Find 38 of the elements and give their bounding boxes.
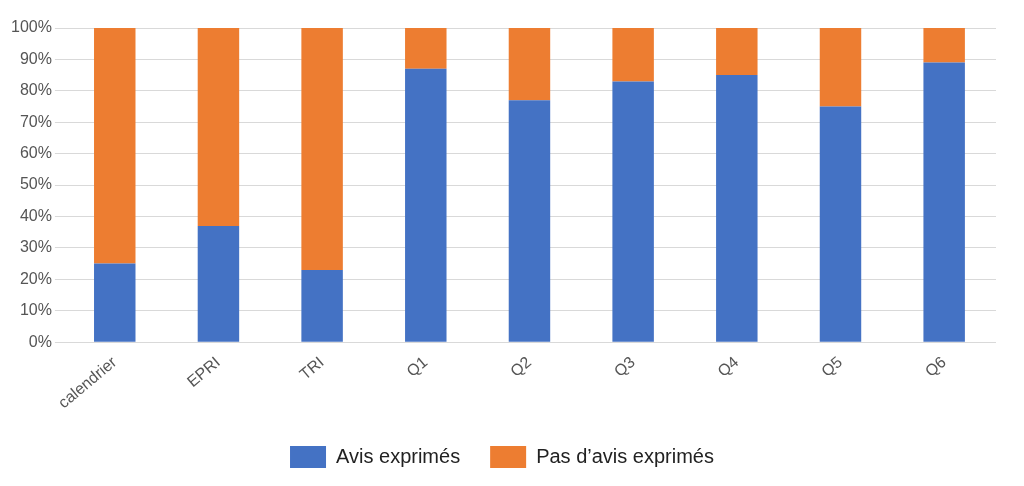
y-tick-label: 0%: [28, 332, 52, 350]
y-tick-label: 100%: [11, 18, 52, 36]
bar: [94, 263, 136, 342]
bar: [405, 28, 447, 69]
bar: [405, 68, 447, 342]
x-tick-label: Q4: [714, 353, 742, 380]
bar: [197, 28, 240, 226]
bar: [508, 100, 551, 342]
y-tick-label: 70%: [19, 112, 52, 130]
bar: [612, 81, 654, 342]
x-tick-label: Q5: [817, 353, 846, 380]
y-tick-label: 10%: [19, 301, 52, 319]
y-tick-label: 60%: [19, 144, 52, 162]
y-tick-label: 30%: [19, 238, 52, 256]
legend-label: Pas d’avis exprimés: [536, 444, 714, 467]
bar: [923, 62, 965, 342]
bar: [301, 28, 343, 270]
x-tick-label: Q2: [506, 353, 535, 380]
legend-label: Avis exprimés: [336, 444, 461, 467]
x-tick-label: TRI: [296, 353, 327, 383]
x-tick-label: Q1: [403, 353, 431, 380]
bar: [612, 28, 654, 82]
bar: [923, 28, 965, 63]
bar: [819, 106, 862, 342]
y-tick-label: 50%: [19, 175, 52, 193]
bar: [716, 75, 758, 342]
bar: [301, 269, 343, 342]
bar: [94, 28, 136, 264]
bar: [716, 28, 758, 76]
bar: [508, 28, 551, 101]
x-tick-label: Q3: [610, 353, 638, 380]
bar: [819, 28, 862, 107]
x-tick-label: Q6: [921, 353, 949, 380]
y-tick-label: 20%: [19, 269, 52, 287]
y-tick-label: 90%: [19, 49, 52, 67]
y-tick-label: 40%: [19, 206, 52, 224]
bar: [197, 225, 240, 342]
y-tick-label: 80%: [19, 81, 52, 99]
